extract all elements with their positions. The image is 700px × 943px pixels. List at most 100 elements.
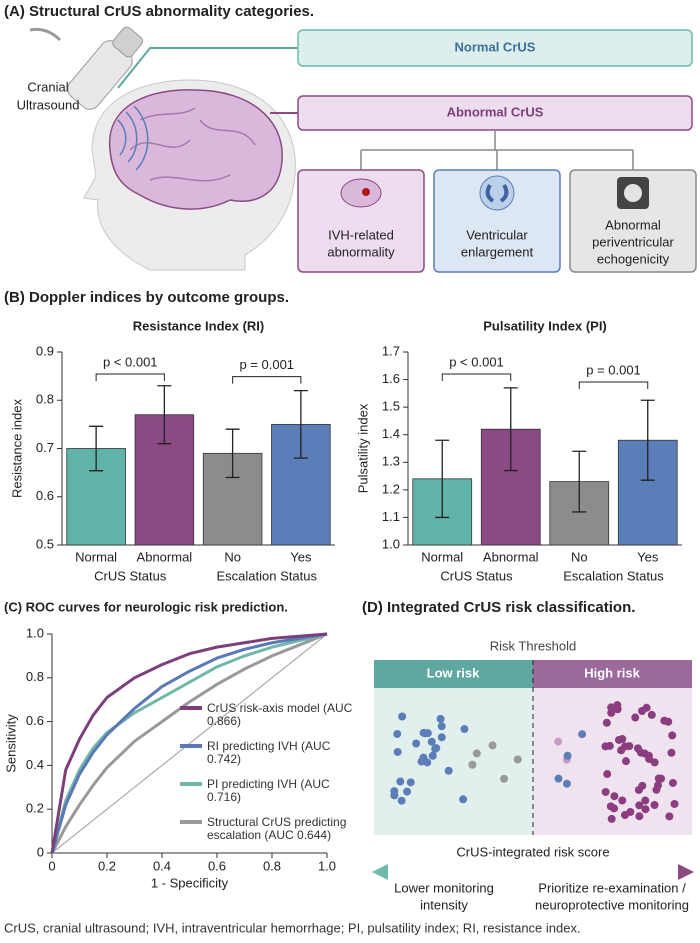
icon <box>362 188 370 196</box>
dot <box>513 755 522 764</box>
legend-label: RI predicting IVH (AUC 0.742) <box>207 740 331 766</box>
x-tick-label: Normal <box>421 549 463 564</box>
legend-label: Structural CrUS predicting escalation (A… <box>207 816 347 842</box>
category-label: Ventricular <box>466 227 528 242</box>
dot <box>421 729 430 738</box>
y-axis-label: Sensitivity <box>3 714 18 773</box>
category-box <box>297 169 425 273</box>
note: neuroprotective monitoring <box>535 897 689 912</box>
icon <box>485 183 509 203</box>
group-label: CrUS Status <box>94 568 167 583</box>
dots <box>390 701 679 823</box>
error-bar <box>157 385 172 445</box>
p-value: p < 0.001 <box>103 354 158 369</box>
dot <box>621 742 630 751</box>
error-bar <box>503 387 518 472</box>
y-tick-label: 0.6 <box>26 713 44 728</box>
legend-entry: Structural CrUS predicting escalation (A… <box>207 816 347 842</box>
x-tick-label: Abnormal <box>137 549 193 564</box>
note: Lower monitoring <box>394 880 494 895</box>
y-tick-label: 0.5 <box>36 536 54 551</box>
y-tick-label: 1.2 <box>382 481 400 496</box>
category-box <box>569 169 697 273</box>
category-label: Abnormal <box>605 217 661 232</box>
x-tick-label: Normal <box>75 549 117 564</box>
y-tick-label: 0.8 <box>26 669 44 684</box>
category-label: abnormality <box>327 244 395 259</box>
x-tick-label: No <box>571 549 588 564</box>
dot <box>460 725 469 734</box>
category-label: periventricular <box>592 234 674 249</box>
note: intensity <box>420 897 468 912</box>
x-tick-label: 0.8 <box>263 858 281 873</box>
y-axis-label: Resistance index <box>9 399 24 498</box>
dot <box>610 804 619 813</box>
probe-label: Cranial <box>27 79 68 94</box>
panel-title: (B) Doppler indices by outcome groups. <box>4 289 289 306</box>
dot <box>398 712 407 721</box>
dot <box>554 737 563 746</box>
error-bar <box>572 450 587 513</box>
dot <box>670 799 679 808</box>
dot <box>436 714 445 723</box>
low-label: Low risk <box>427 665 481 680</box>
high-label: High risk <box>584 665 640 680</box>
dot <box>428 751 437 760</box>
dot <box>390 791 399 800</box>
y-tick-label: 1.7 <box>382 343 400 358</box>
chart-title: Pulsatility Index (PI) <box>483 318 607 333</box>
dot <box>641 796 650 805</box>
x-axis-label: 1 - Specificity <box>151 875 229 890</box>
dot <box>650 801 659 810</box>
dot <box>396 777 405 786</box>
y-tick-label: 0.6 <box>36 488 54 503</box>
x-tick-label: Abnormal <box>483 549 539 564</box>
y-tick-label: 1.6 <box>382 371 400 386</box>
dot <box>488 741 497 750</box>
x-tick-label: 0.4 <box>153 858 171 873</box>
y-tick-label: 0.4 <box>26 757 44 772</box>
error-bar <box>89 425 104 472</box>
y-tick-label: 0.7 <box>36 440 54 455</box>
p-value: p = 0.001 <box>586 362 641 377</box>
icon <box>624 184 642 202</box>
dot <box>621 757 630 766</box>
roc-curve <box>50 632 328 854</box>
y-tick-label: 0.2 <box>26 801 44 816</box>
panel-title: (A) Structural CrUS abnormality categori… <box>4 3 314 20</box>
error-bar <box>225 428 240 479</box>
category-box <box>433 169 561 273</box>
legend-label: CrUS risk-axis model (AUC 0.866) <box>207 702 353 728</box>
dot <box>601 787 610 796</box>
dot <box>412 739 421 748</box>
legend-label: PI predicting IVH (AUC 0.716) <box>207 778 330 804</box>
dot <box>563 751 572 760</box>
group-label: Escalation Status <box>563 568 664 583</box>
x-tick-label: 0 <box>48 858 55 873</box>
error-bar <box>435 439 450 519</box>
dot <box>554 774 563 783</box>
category-label: IVH-related <box>328 227 394 242</box>
dot <box>393 747 402 756</box>
y-tick-label: 1.0 <box>26 625 44 640</box>
y-tick-label: 1.3 <box>382 454 400 469</box>
y-axis-label: Pulsatility index <box>355 403 370 493</box>
dot <box>562 779 571 788</box>
legend-entry: RI predicting IVH (AUC 0.742) <box>207 740 331 766</box>
dot <box>635 801 644 810</box>
icon <box>340 178 382 208</box>
dot <box>668 731 677 740</box>
reference-line <box>51 633 328 854</box>
dot <box>444 766 453 775</box>
x-tick-label: Yes <box>637 549 659 564</box>
legend-entry: CrUS risk-axis model (AUC 0.866) <box>207 702 353 728</box>
dot <box>472 749 481 758</box>
dot <box>665 812 674 821</box>
error-bar <box>293 389 308 459</box>
x-tick-label: 0.6 <box>208 858 226 873</box>
probe-cable <box>29 27 62 42</box>
dot <box>654 774 663 783</box>
dot <box>631 713 640 722</box>
normal-box <box>297 29 693 67</box>
y-tick-label: 0 <box>37 844 44 859</box>
